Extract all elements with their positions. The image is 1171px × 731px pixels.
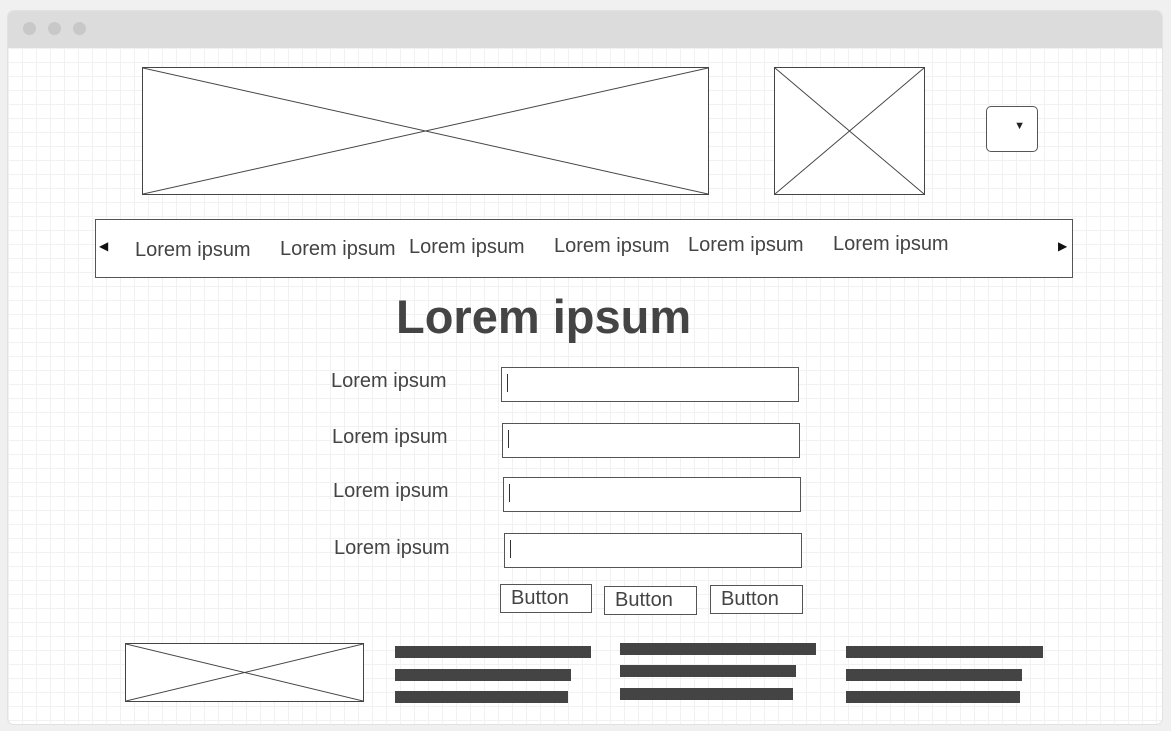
tab-item[interactable]: Lorem ipsum xyxy=(280,238,396,260)
text-cursor xyxy=(510,540,511,558)
text-line-placeholder xyxy=(395,669,571,681)
window-close-dot[interactable] xyxy=(23,22,36,35)
logo-image-placeholder xyxy=(774,67,925,195)
caret-right-icon[interactable]: ▶ xyxy=(1058,239,1068,253)
field-label: Lorem ipsum xyxy=(331,370,447,392)
text-line-placeholder xyxy=(395,691,568,703)
text-cursor xyxy=(509,484,510,502)
form-button[interactable]: Button xyxy=(604,586,697,615)
text-line-placeholder xyxy=(846,646,1043,658)
tab-item[interactable]: Lorem ipsum xyxy=(688,234,804,256)
text-cursor xyxy=(508,430,509,448)
browser-window: ▼ ◀ Lorem ipsum Lorem ipsum Lorem ipsum … xyxy=(8,11,1162,724)
text-line-placeholder xyxy=(846,691,1020,703)
text-field[interactable] xyxy=(504,533,802,568)
text-line-placeholder xyxy=(620,643,816,655)
page-title: Lorem ipsum xyxy=(396,290,692,343)
tab-item[interactable]: Lorem ipsum xyxy=(833,233,949,255)
footer-image-placeholder xyxy=(125,643,364,702)
text-field[interactable] xyxy=(501,367,799,402)
text-line-placeholder xyxy=(620,665,796,677)
caret-down-icon: ▼ xyxy=(1014,120,1025,132)
tab-bar: ◀ Lorem ipsum Lorem ipsum Lorem ipsum Lo… xyxy=(95,219,1073,278)
form-button[interactable]: Button xyxy=(710,585,803,614)
window-titlebar xyxy=(8,11,1162,48)
window-maximize-dot[interactable] xyxy=(73,22,86,35)
tab-item[interactable]: Lorem ipsum xyxy=(135,239,251,261)
text-line-placeholder xyxy=(620,688,793,700)
text-line-placeholder xyxy=(846,669,1022,681)
field-label: Lorem ipsum xyxy=(332,426,448,448)
field-label: Lorem ipsum xyxy=(333,480,449,502)
text-cursor xyxy=(507,374,508,392)
banner-image-placeholder xyxy=(142,67,709,195)
tab-item[interactable]: Lorem ipsum xyxy=(554,235,670,257)
form-button[interactable]: Button xyxy=(500,584,592,613)
text-field[interactable] xyxy=(502,423,800,458)
caret-left-icon[interactable]: ◀ xyxy=(99,239,109,253)
text-line-placeholder xyxy=(395,646,591,658)
field-label: Lorem ipsum xyxy=(334,537,450,559)
window-minimize-dot[interactable] xyxy=(48,22,61,35)
dropdown-menu[interactable]: ▼ xyxy=(986,106,1038,152)
tab-item[interactable]: Lorem ipsum xyxy=(409,236,525,258)
text-field[interactable] xyxy=(503,477,801,512)
